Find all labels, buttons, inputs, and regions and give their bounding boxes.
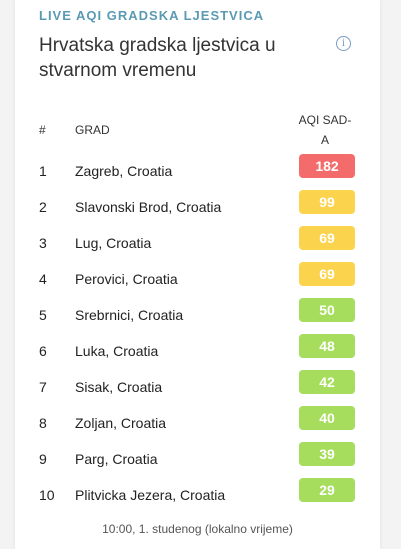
widget-title: Hrvatska gradska ljestvica u stvarnom vr…	[39, 35, 276, 81]
aqi-badge: 39	[299, 442, 355, 466]
aqi-badge: 42	[299, 370, 355, 394]
aqi-badge: 48	[299, 334, 355, 358]
aqi-badge: 40	[299, 406, 355, 430]
column-header-city: GRAD	[75, 123, 110, 137]
row-rank: 7	[39, 379, 47, 395]
table-row[interactable]: 2 Slavonski Brod, Croatia 99	[15, 188, 380, 224]
aqi-badge: 69	[299, 226, 355, 250]
row-rank: 1	[39, 163, 47, 179]
row-city-link[interactable]: Srebrnici, Croatia	[75, 307, 184, 323]
row-city-link[interactable]: Perovici, Croatia	[75, 271, 178, 287]
widget-eyebrow: LIVE AQI GRADSKA LJESTVICA	[39, 8, 265, 23]
row-city-link[interactable]: Plitvicka Jezera, Croatia	[75, 487, 226, 503]
row-rank: 5	[39, 307, 47, 323]
row-rank: 3	[39, 235, 47, 251]
row-city-link[interactable]: Slavonski Brod, Croatia	[75, 199, 222, 215]
row-rank: 4	[39, 271, 47, 287]
aqi-ranking-card: LIVE AQI GRADSKA LJESTVICA Hrvatska grad…	[15, 0, 380, 549]
row-city-link[interactable]: Sisak, Croatia	[75, 379, 163, 395]
table-row[interactable]: 5 Srebrnici, Croatia 50	[15, 296, 380, 332]
table-row[interactable]: 9 Parg, Croatia 39	[15, 440, 380, 476]
column-header-rank: #	[39, 123, 46, 137]
column-header-aqi: AQI SAD-A	[298, 113, 352, 147]
row-city-link[interactable]: Parg, Croatia	[75, 451, 158, 467]
row-city-link[interactable]: Luka, Croatia	[75, 343, 159, 359]
row-rank: 8	[39, 415, 47, 431]
table-row[interactable]: 1 Zagreb, Croatia 182	[15, 152, 380, 188]
table-row[interactable]: 4 Perovici, Croatia 69	[15, 260, 380, 296]
aqi-badge: 69	[299, 262, 355, 286]
row-city-link[interactable]: Zagreb, Croatia	[75, 163, 173, 179]
row-rank: 2	[39, 199, 47, 215]
table-row[interactable]: 6 Luka, Croatia 48	[15, 332, 380, 368]
row-rank: 6	[39, 343, 47, 359]
table-row[interactable]: 10 Plitvicka Jezera, Croatia 29	[15, 476, 380, 512]
table-row[interactable]: 8 Zoljan, Croatia 40	[15, 404, 380, 440]
aqi-badge: 182	[299, 154, 355, 178]
row-rank: 10	[39, 487, 55, 503]
table-row[interactable]: 7 Sisak, Croatia 42	[15, 368, 380, 404]
aqi-badge: 99	[299, 190, 355, 214]
row-city-link[interactable]: Zoljan, Croatia	[75, 415, 167, 431]
update-timestamp: 10:00, 1. studenog (lokalno vrijeme)	[102, 522, 293, 536]
aqi-badge: 50	[299, 298, 355, 322]
row-city-link[interactable]: Lug, Croatia	[75, 235, 152, 251]
table-row[interactable]: 3 Lug, Croatia 69	[15, 224, 380, 260]
aqi-badge: 29	[299, 478, 355, 502]
info-icon[interactable]: i	[336, 36, 351, 51]
row-rank: 9	[39, 451, 47, 467]
